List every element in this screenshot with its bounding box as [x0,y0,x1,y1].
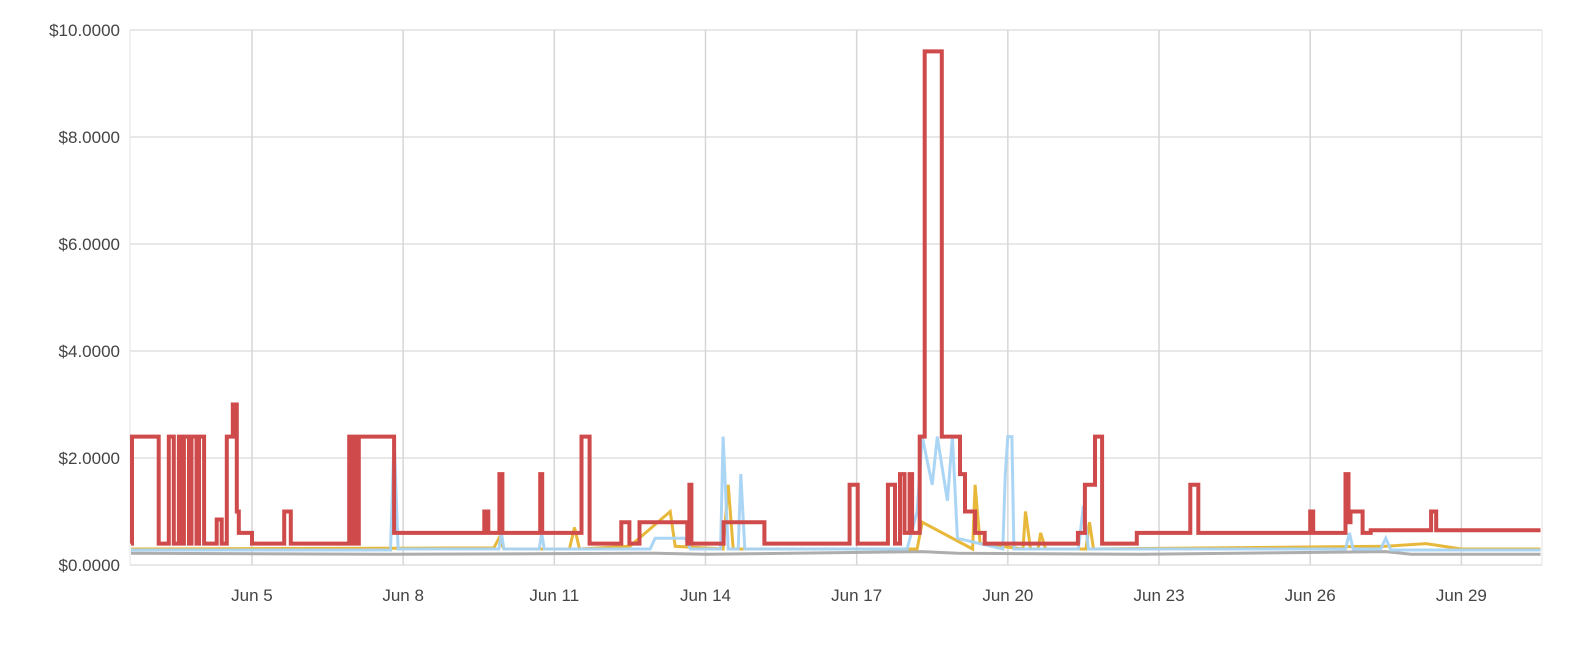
x-tick-label: Jun 8 [382,586,424,605]
y-axis: $0.0000 $2.0000 $4.0000 $6.0000 $8.0000 $10.0… [49,21,120,575]
plot-area [130,49,1541,556]
y-tick-label: $8.0000 [59,128,120,147]
x-tick-label: Jun 26 [1285,586,1336,605]
x-axis: Jun 5 Jun 8 Jun 11 Jun 14 Jun 17 Jun 20 Jun 23… [231,586,1487,605]
x-tick-label: Jun 23 [1133,586,1184,605]
x-tick-label: Jun 20 [982,586,1033,605]
series-line-gray [130,550,1541,556]
x-tick-label: Jun 5 [231,586,273,605]
x-tick-label: Jun 29 [1436,586,1487,605]
x-tick-label: Jun 14 [680,586,731,605]
y-tick-label: $10.0000 [49,21,120,40]
x-tick-label: Jun 17 [831,586,882,605]
y-tick-label: $2.0000 [59,449,120,468]
y-tick-label: $0.0000 [59,556,120,575]
series-line-blue [131,435,1541,552]
x-tick-label: Jun 11 [529,586,579,605]
y-tick-label: $6.0000 [59,235,120,254]
series-line-red [130,49,1541,546]
y-tick-label: $4.0000 [59,342,120,361]
grid [129,29,1543,566]
series-line-yellow [130,484,1541,552]
